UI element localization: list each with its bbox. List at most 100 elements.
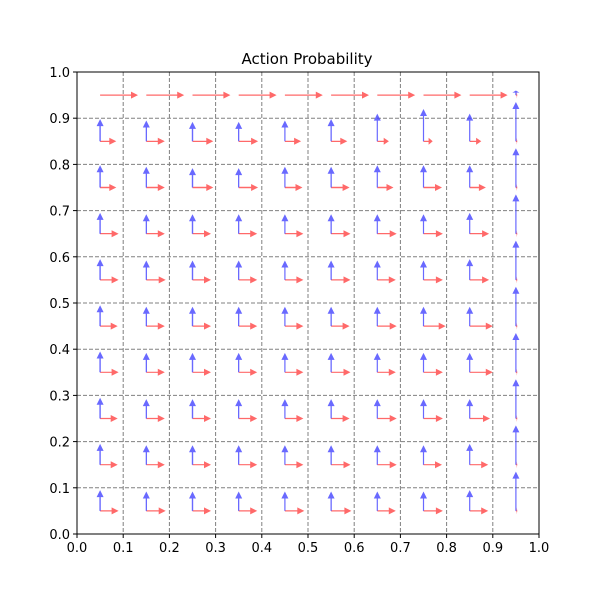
- x-tick-label: 1.0: [529, 541, 550, 556]
- up-action-arrow: [142, 214, 150, 234]
- up-action-arrow: [189, 445, 196, 465]
- right-action-arrow: [100, 230, 119, 238]
- up-action-arrow: [327, 166, 335, 188]
- y-tick-label: 0.3: [49, 389, 70, 404]
- right-action-arrow: [192, 368, 211, 376]
- y-tick-label: 1.0: [49, 66, 70, 81]
- up-action-arrow: [235, 491, 243, 511]
- right-action-arrow: [238, 137, 259, 145]
- right-action-arrow: [515, 184, 518, 191]
- up-action-arrow: [142, 491, 150, 511]
- right-action-arrow: [377, 184, 394, 191]
- up-action-arrow: [281, 306, 289, 327]
- up-action-arrow: [96, 490, 104, 511]
- up-action-arrow: [189, 306, 196, 327]
- x-tick-label: 0.8: [436, 541, 457, 556]
- up-action-arrow: [142, 399, 150, 419]
- up-action-arrow: [327, 445, 335, 465]
- up-action-arrow: [189, 260, 196, 280]
- right-action-arrow: [515, 368, 518, 376]
- up-action-arrow: [96, 351, 104, 373]
- up-action-arrow: [235, 168, 243, 188]
- right-action-arrow: [192, 137, 214, 145]
- up-action-arrow: [142, 306, 150, 327]
- up-action-arrow: [327, 306, 335, 327]
- x-tick-label: 0.2: [159, 541, 180, 556]
- right-action-arrow: [146, 137, 165, 145]
- x-tick-label: 0.5: [298, 541, 319, 556]
- right-action-arrow: [192, 415, 211, 422]
- up-action-arrow: [281, 445, 289, 465]
- right-action-arrow: [146, 276, 166, 284]
- right-action-arrow: [423, 368, 443, 376]
- right-action-arrow: [423, 461, 442, 469]
- up-action-arrow: [142, 352, 150, 373]
- right-action-arrow: [377, 230, 397, 238]
- up-action-arrow: [327, 491, 335, 511]
- right-action-arrow: [423, 91, 462, 99]
- right-action-arrow: [331, 322, 350, 330]
- right-action-arrow: [377, 276, 396, 284]
- right-action-arrow: [100, 461, 118, 469]
- right-action-arrow: [192, 91, 231, 99]
- right-action-arrow: [192, 507, 211, 515]
- right-action-arrow: [469, 91, 508, 99]
- right-action-arrow: [469, 276, 490, 284]
- right-action-arrow: [284, 461, 304, 469]
- up-action-arrow: [512, 286, 520, 327]
- right-action-arrow: [238, 507, 258, 515]
- right-action-arrow: [423, 415, 443, 422]
- up-action-arrow: [512, 425, 520, 465]
- right-action-arrow: [238, 461, 258, 469]
- y-tick-label: 0.0: [49, 528, 70, 543]
- right-action-arrow: [515, 276, 518, 284]
- right-action-arrow: [284, 322, 304, 330]
- right-action-arrow: [192, 184, 214, 191]
- right-action-arrow: [100, 91, 138, 99]
- up-action-arrow: [466, 490, 474, 511]
- right-action-arrow: [515, 507, 518, 515]
- right-action-arrow: [146, 322, 165, 330]
- y-tick-label: 0.6: [49, 251, 70, 266]
- right-action-arrow: [515, 230, 518, 238]
- right-action-arrow: [238, 91, 277, 99]
- up-action-arrow: [327, 260, 335, 280]
- up-action-arrow: [142, 120, 150, 142]
- up-action-arrow: [512, 333, 520, 373]
- arrow-field: [96, 90, 520, 515]
- right-action-arrow: [284, 184, 303, 191]
- right-action-arrow: [469, 230, 490, 238]
- up-action-arrow: [512, 471, 520, 511]
- right-action-arrow: [469, 137, 482, 145]
- up-action-arrow: [373, 399, 381, 419]
- right-action-arrow: [238, 415, 258, 422]
- right-action-arrow: [423, 184, 442, 191]
- right-action-arrow: [377, 507, 396, 515]
- right-action-arrow: [423, 230, 443, 238]
- right-action-arrow: [238, 230, 258, 238]
- right-action-arrow: [469, 368, 493, 376]
- right-action-arrow: [469, 322, 493, 330]
- right-action-arrow: [100, 322, 118, 330]
- up-action-arrow: [512, 379, 520, 419]
- up-action-arrow: [512, 148, 520, 188]
- right-action-arrow: [284, 507, 305, 515]
- right-action-arrow: [238, 368, 258, 376]
- up-action-arrow: [281, 120, 289, 142]
- up-action-arrow: [420, 165, 427, 188]
- right-action-arrow: [423, 137, 433, 145]
- right-action-arrow: [100, 184, 117, 191]
- up-action-arrow: [420, 352, 427, 373]
- right-action-arrow: [331, 184, 350, 191]
- right-action-arrow: [331, 368, 351, 376]
- up-action-arrow: [373, 491, 381, 511]
- x-tick-label: 0.4: [251, 541, 272, 556]
- right-action-arrow: [469, 415, 490, 422]
- y-tick-label: 0.7: [49, 205, 70, 220]
- right-action-arrow: [331, 461, 351, 469]
- right-action-arrow: [100, 368, 119, 376]
- right-action-arrow: [515, 461, 518, 469]
- y-tick-label: 0.9: [49, 112, 70, 127]
- up-action-arrow: [466, 165, 474, 188]
- up-action-arrow: [373, 113, 381, 142]
